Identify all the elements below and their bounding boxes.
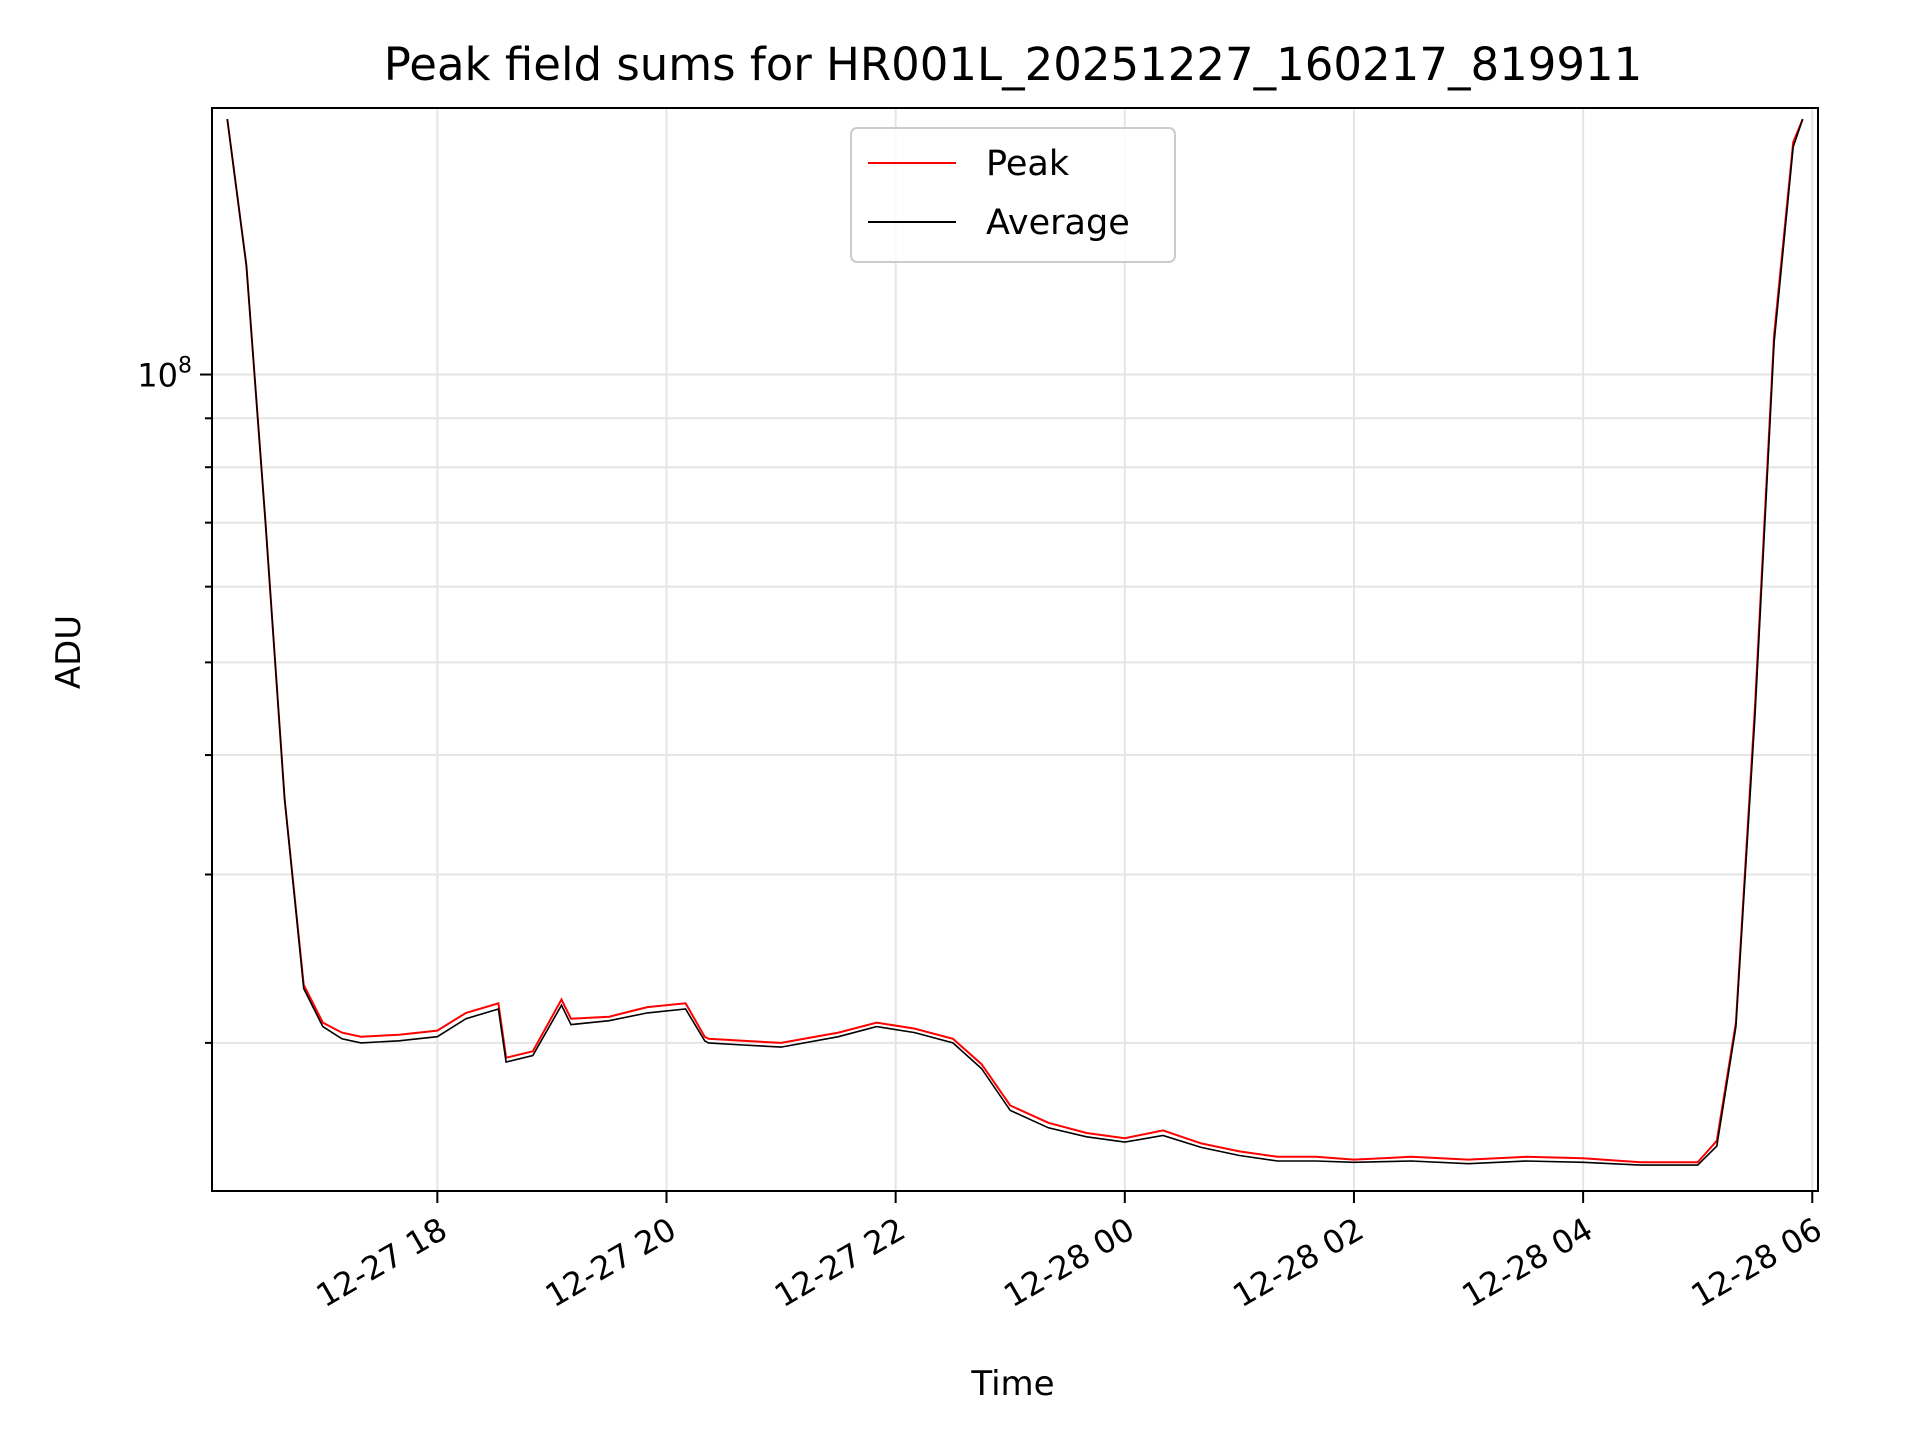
x-axis-label: Time: [970, 1364, 1054, 1404]
legend-box: [850, 127, 1176, 263]
chart-title: Peak field sums for HR001L_20251227_1602…: [384, 38, 1642, 91]
series-line-peak: [226, 118, 1804, 1164]
y-axis-label: ADU: [49, 615, 89, 689]
legend-label-average: Average: [986, 203, 1130, 243]
plot-frame: [211, 107, 1819, 1192]
legend-label-peak: Peak: [986, 144, 1070, 184]
legend: Peak Average: [850, 127, 1176, 263]
series-line-average: [226, 118, 1804, 1166]
plot-lines: [226, 118, 1804, 1166]
y-tick-label: 108: [137, 354, 192, 395]
grid: [212, 108, 1818, 1191]
